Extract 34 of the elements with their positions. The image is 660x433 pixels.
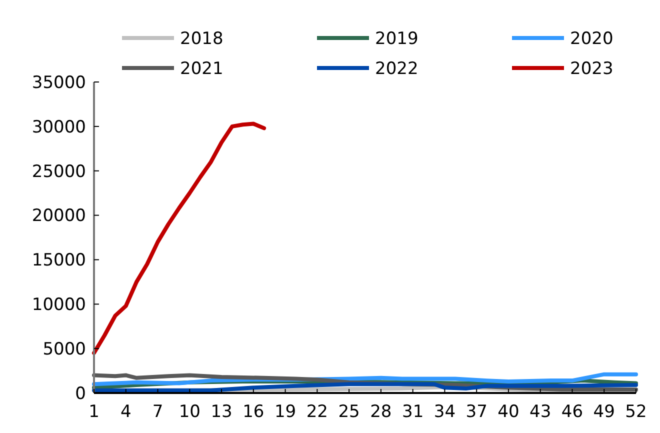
y-tick-label: 20000 — [32, 206, 86, 226]
x-tick-label: 19 — [274, 402, 296, 422]
line-series — [92, 382, 638, 392]
legend-label: 2019 — [375, 28, 418, 49]
y-tick-label: 30000 — [32, 117, 86, 138]
y-tick-label: 0 — [75, 384, 86, 404]
x-tick-label: 31 — [402, 402, 424, 422]
x-tick-label: 13 — [210, 402, 232, 422]
legend-label: 2022 — [375, 58, 418, 79]
y-tick-label: 5000 — [42, 340, 86, 360]
y-tick-label: 35000 — [32, 72, 86, 93]
x-tick-label: 1 — [88, 402, 100, 422]
legend-label: 2021 — [180, 58, 224, 79]
y-tick-label: 15000 — [32, 250, 86, 271]
x-tick-label: 40 — [498, 402, 520, 422]
x-tick-label: 49 — [593, 402, 615, 422]
x-tick-label: 25 — [338, 402, 360, 422]
x-tick-label: 22 — [306, 402, 328, 422]
x-tick-label: 10 — [178, 402, 200, 422]
legend-label: 2018 — [180, 28, 224, 49]
x-tick-label: 28 — [370, 402, 392, 422]
line-series — [92, 122, 266, 356]
x-tick-label: 46 — [561, 402, 584, 422]
legend-label: 2023 — [570, 58, 614, 79]
y-tick-label: 10000 — [32, 295, 86, 316]
x-tick-label: 7 — [152, 402, 164, 422]
x-tick-label: 4 — [120, 402, 132, 422]
x-tick-label: 52 — [625, 402, 647, 422]
x-tick-label: 43 — [530, 402, 552, 422]
legend-label: 2020 — [570, 28, 614, 49]
y-tick-label: 25000 — [32, 162, 86, 182]
x-tick-label: 37 — [466, 402, 488, 422]
x-tick-label: 16 — [242, 402, 264, 422]
x-tick-label: 34 — [434, 402, 456, 422]
